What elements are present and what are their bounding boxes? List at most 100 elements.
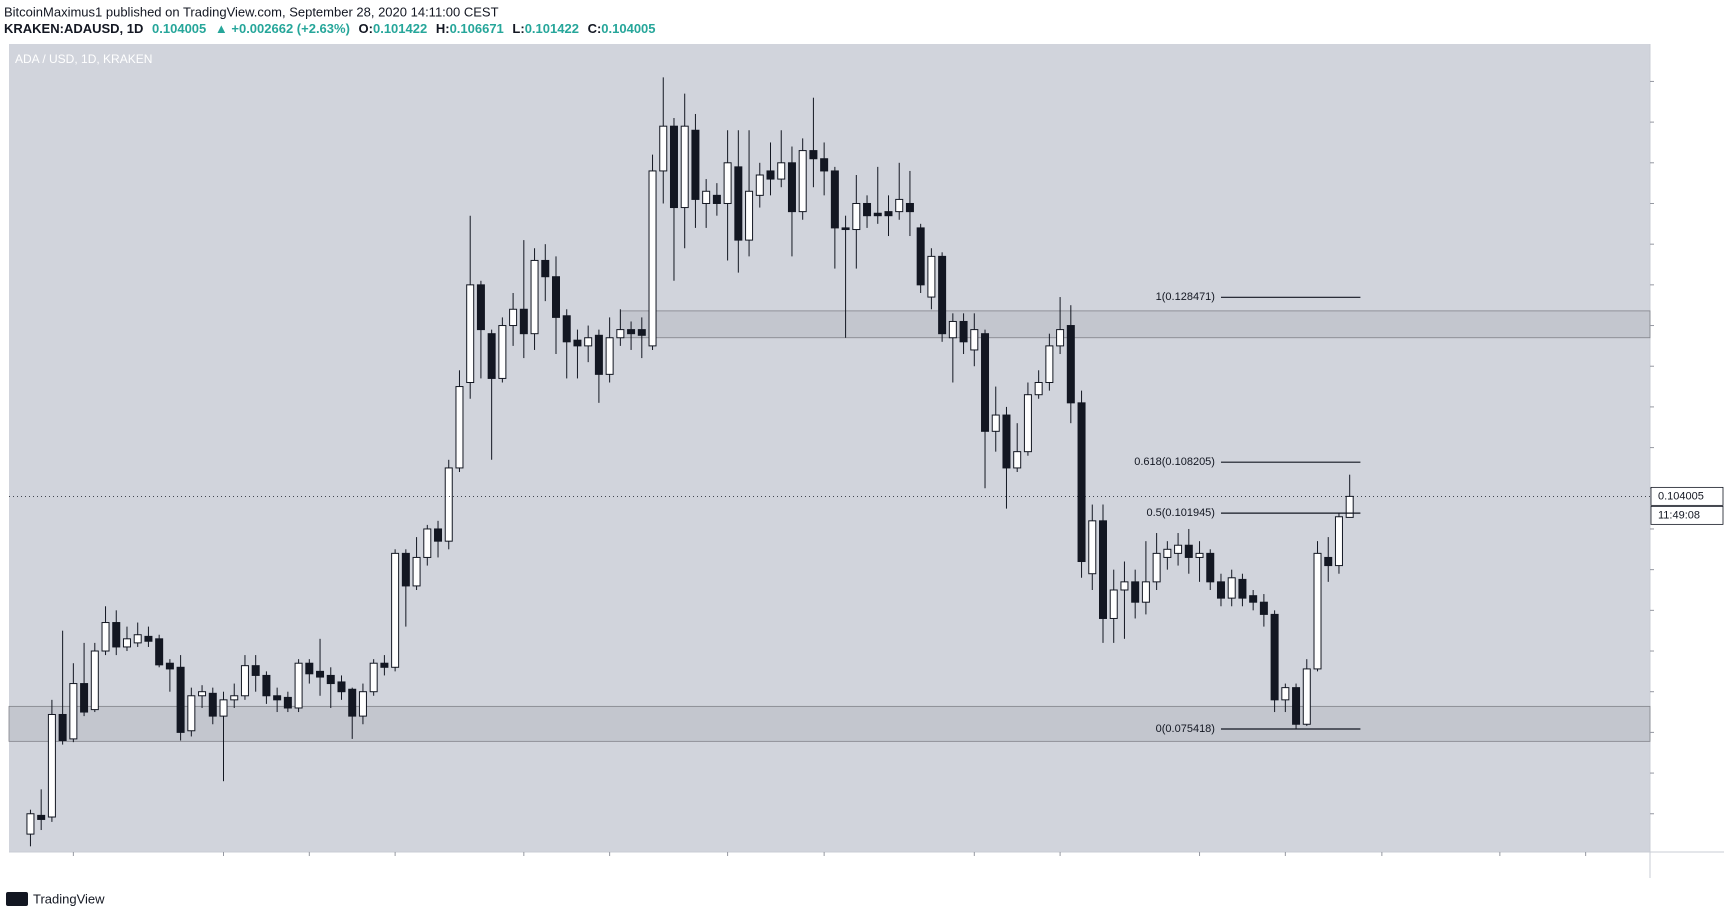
candle-body (723, 162, 732, 204)
candle-body (69, 683, 78, 740)
candle-body (959, 320, 968, 343)
x-tick-label: 10 (818, 861, 830, 873)
ohlc-value: 0.106671 (450, 21, 504, 36)
candle-body (37, 814, 46, 820)
candle-body (230, 695, 239, 701)
candle-body (198, 691, 207, 697)
candle-body (777, 162, 786, 180)
candle-body (830, 170, 839, 229)
x-tick-label: 13 (518, 861, 530, 873)
candle-body (584, 337, 593, 347)
candle-body (970, 329, 979, 351)
y-tick-label: 0.095000 (1658, 564, 1704, 576)
ohlc-value: 0.101422 (525, 21, 579, 36)
candle-body (509, 308, 518, 327)
x-tick-label: 20 (1580, 861, 1592, 873)
candle-body (444, 467, 453, 542)
candle-body (809, 150, 818, 160)
fib-label: 1(0.128471) (1156, 291, 1215, 303)
candle-body (455, 386, 464, 469)
candle-body (573, 339, 582, 347)
symbol: KRAKEN:ADAUSD, 1D (4, 21, 143, 36)
y-tick-label: 0.080000 (1658, 686, 1704, 698)
candle-body (1206, 552, 1215, 583)
candle-body (530, 259, 539, 335)
candle-body (562, 315, 571, 343)
candle-body (1131, 581, 1140, 603)
ohlc-label: C: (588, 21, 602, 36)
candle-body (1023, 394, 1032, 453)
fib-label: 0.5(0.101945) (1146, 507, 1215, 519)
candle-body (466, 284, 475, 383)
candle-body (1227, 577, 1236, 599)
y-tick-label: 0.065000 (1658, 808, 1704, 820)
candle-body (895, 198, 904, 213)
fib-label: 0.618(0.108205) (1134, 456, 1215, 468)
candle-body (133, 634, 142, 644)
y-tick-label: 0.155000 (1658, 75, 1704, 87)
candle-body (1184, 544, 1193, 558)
ohlc-label: O: (359, 21, 373, 36)
x-tick-label: 24 (968, 861, 980, 873)
candle-body (219, 699, 228, 717)
y-tick-label: 0.075000 (1658, 726, 1704, 738)
price-label-box (1650, 486, 1724, 506)
marks: 1(0.128471) 0.618(0.108205) 0.5(0.101945) 0… (8, 77, 1651, 847)
last-price: 0.104005 (152, 21, 206, 36)
candle-body (1238, 578, 1247, 599)
change: ▲ +0.002662 (+2.63%) (215, 21, 350, 36)
ohlc-label: H: (436, 21, 450, 36)
candle-body (680, 125, 689, 209)
candle-body (401, 552, 410, 587)
y-tick-label: 0.110000 (1658, 441, 1703, 453)
candle-body (948, 320, 957, 339)
candle-body (927, 255, 936, 298)
candle-body (981, 333, 990, 432)
candle-body (519, 308, 528, 335)
candle-body (1109, 589, 1118, 619)
candle-body (659, 125, 668, 172)
candle-body (155, 638, 164, 666)
candle-body (358, 691, 367, 717)
y-tick-label: 0.140000 (1658, 197, 1704, 209)
candle-body (1002, 414, 1011, 469)
candle-body (702, 190, 711, 204)
y-tick-label: 0.135000 (1658, 238, 1704, 250)
candle-body (90, 650, 99, 711)
candle-body (755, 174, 764, 196)
ohlc-value: 0.104005 (601, 21, 655, 36)
publisher: BitcoinMaximus1 published on TradingView… (4, 4, 499, 19)
candle-body (991, 414, 1000, 432)
y-tick-label: 0.115000 (1658, 401, 1703, 413)
candle-body (423, 528, 432, 558)
candle-body (1163, 548, 1172, 558)
candle-body (884, 211, 893, 217)
candle-body (487, 333, 496, 379)
y-tick-label: 0.090000 (1658, 604, 1704, 616)
candle-body (144, 635, 153, 642)
candle-body (1099, 520, 1107, 619)
candle-body (1056, 329, 1065, 347)
candle-body (1216, 581, 1225, 599)
candle-body (1313, 552, 1322, 670)
candle-body (637, 329, 646, 336)
candle-body (552, 276, 560, 318)
candle-body (316, 670, 325, 678)
candle-body (369, 662, 378, 693)
x-tick-label: Aug (718, 861, 738, 873)
candle-body (262, 674, 271, 697)
candle-body (80, 683, 89, 713)
candle-body (1345, 495, 1354, 518)
candle-body (165, 662, 174, 670)
candle-body (26, 813, 35, 835)
y-tick-label: 0.130000 (1658, 279, 1704, 291)
candle-body (594, 334, 603, 375)
x-tick-label: Oct (1373, 861, 1390, 873)
candle-body (1066, 325, 1075, 404)
y-tick-label: 0.070000 (1658, 767, 1704, 779)
countdown-box (1650, 505, 1724, 525)
candle-body (391, 552, 400, 668)
y-tick-label: 0.085000 (1658, 645, 1704, 657)
candle-body (294, 662, 303, 709)
candle-body (616, 329, 625, 339)
